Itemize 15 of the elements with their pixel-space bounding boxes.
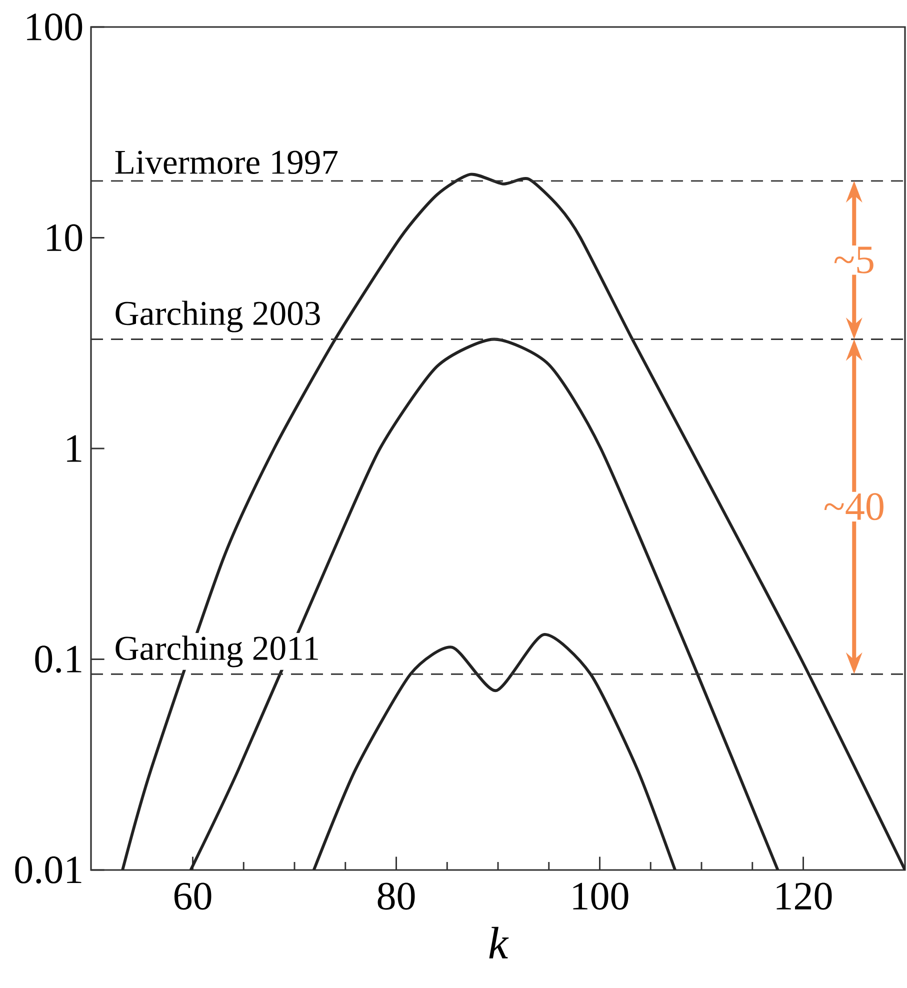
y-tick-label: 1 — [67, 435, 82, 462]
x-tick-label: 100 — [573, 882, 628, 910]
ref-line-label: Garching 2011 — [116, 636, 318, 668]
x-axis-title: k — [489, 926, 509, 958]
y-tick-label: 0.1 — [35, 646, 82, 673]
x-tick-label: 120 — [776, 882, 832, 910]
y-tick-label: 0.01 — [15, 856, 82, 884]
ref-line-label: Livermore 1997 — [115, 150, 338, 174]
ref-line-label: Garching 2003 — [116, 300, 320, 332]
y-tick-label: 10 — [47, 224, 82, 252]
y-tick-label: 100 — [27, 13, 82, 40]
annotation: ~40 — [824, 493, 884, 520]
x-tick-label: 80 — [378, 882, 415, 910]
x-tick-label: 60 — [174, 882, 212, 910]
annotation: ~5 — [834, 246, 874, 274]
